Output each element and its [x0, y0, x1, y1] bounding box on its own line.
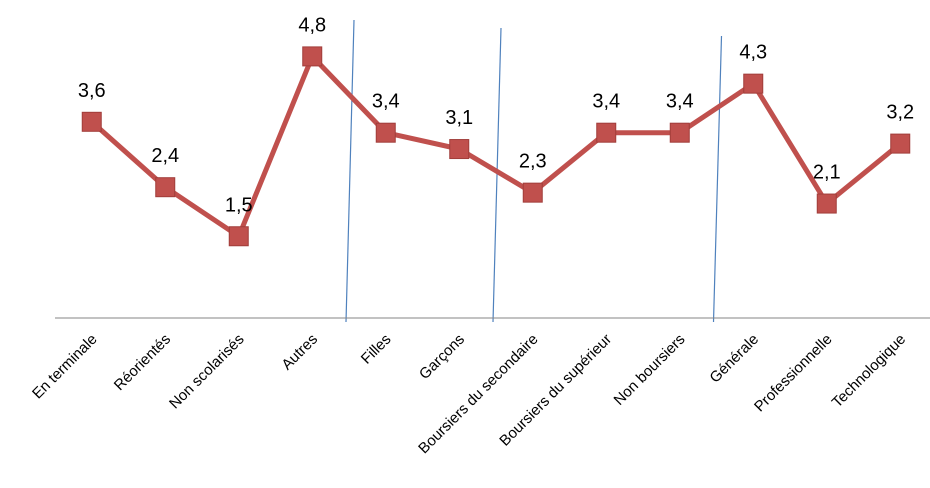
- data-label: 4,3: [739, 42, 767, 64]
- x-tick-label: Réorientés: [111, 331, 174, 394]
- x-tick-label: Garçons: [416, 331, 468, 383]
- x-tick-label: Autres: [278, 331, 321, 374]
- x-tick-label: Non boursiers: [611, 331, 689, 409]
- x-tick-label: Technologique: [829, 331, 909, 411]
- data-point-marker: [375, 122, 396, 143]
- data-point-marker: [669, 122, 690, 143]
- data-point-marker: [228, 226, 249, 247]
- separator-line: [345, 19, 355, 323]
- x-tick-label: En terminale: [29, 331, 101, 403]
- x-tick-label: Non scolarisés: [166, 331, 248, 413]
- data-point-marker: [81, 111, 102, 132]
- data-label: 2,1: [813, 162, 841, 184]
- data-labels: 3,6 2,4 1,5 4,8 3,4 3,1 2,3 3,4 3,4 4,3 2,1 3,2: [78, 14, 914, 216]
- data-label: 3,6: [78, 80, 106, 102]
- data-label: 2,4: [151, 145, 179, 167]
- data-label: 2,3: [519, 151, 547, 173]
- data-label: 3,2: [886, 102, 914, 124]
- x-tick-label: Boursiers du secondaire: [415, 331, 541, 457]
- data-point-marker: [155, 177, 176, 198]
- data-label: 3,4: [592, 91, 620, 113]
- group-separators: [345, 19, 723, 323]
- x-tick-label: Filles: [358, 331, 395, 368]
- x-tick-label: Professionnelle: [751, 331, 836, 416]
- data-point-marker: [890, 133, 911, 154]
- series-line: [90, 53, 902, 239]
- data-label: 4,8: [298, 14, 326, 36]
- data-label: 3,4: [666, 91, 694, 113]
- x-tick-label: Générale: [706, 331, 762, 387]
- data-point-marker: [302, 46, 323, 67]
- separator-line: [712, 35, 723, 323]
- data-point-marker: [449, 139, 470, 160]
- separator-line: [492, 27, 502, 323]
- data-label: 1,5: [225, 194, 253, 216]
- data-point-marker: [743, 73, 764, 94]
- data-point-marker: [522, 182, 543, 203]
- data-point-marker: [816, 193, 837, 214]
- data-markers: [81, 46, 911, 247]
- data-label: 3,4: [372, 91, 400, 113]
- data-point-marker: [596, 122, 617, 143]
- data-label: 3,1: [445, 107, 473, 129]
